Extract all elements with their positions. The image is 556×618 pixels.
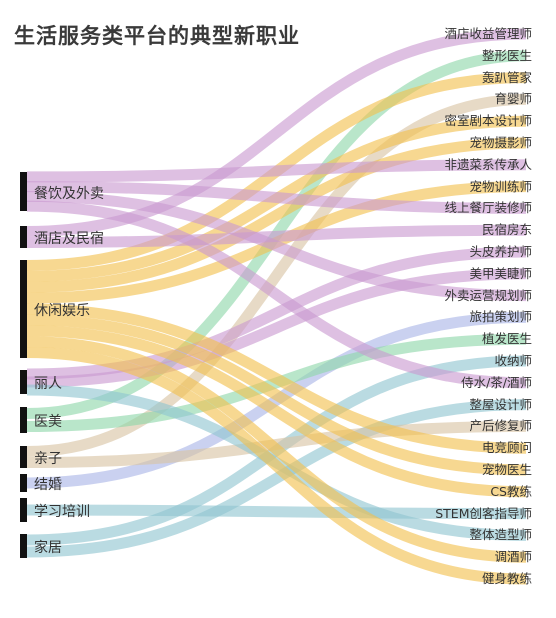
flow-link bbox=[26, 93, 527, 457]
occupation-label: 线上餐厅装修师 bbox=[444, 200, 532, 216]
category-label-jiudian: 酒店及民宿 bbox=[34, 231, 104, 247]
occupation-label: 整体造型师 bbox=[469, 527, 532, 543]
occupation-label: 育婴师 bbox=[494, 91, 532, 107]
flow-link bbox=[26, 200, 527, 389]
occupation-label: 宠物摄影师 bbox=[469, 135, 532, 150]
diagram-title: 生活服务类平台的典型新职业 bbox=[14, 24, 300, 48]
category-label-liren: 丽人 bbox=[34, 376, 62, 392]
occupation-label: STEM创客指导师 bbox=[435, 505, 532, 521]
category-label-xiuxian: 休闲娱乐 bbox=[34, 303, 90, 319]
occupation-label: 民宿房东 bbox=[481, 222, 532, 238]
flow-link bbox=[26, 314, 527, 476]
flow-link bbox=[26, 268, 527, 388]
flow-link bbox=[26, 303, 527, 454]
flow-link bbox=[26, 224, 527, 248]
flow-link bbox=[26, 336, 527, 563]
occupation-label: 健身教练 bbox=[481, 571, 532, 586]
occupation-label: 旅拍策划师 bbox=[469, 309, 532, 325]
category-label-qinzi: 亲子 bbox=[34, 451, 62, 467]
occupation-label: 外卖运营规划师 bbox=[444, 287, 532, 303]
category-label-xuexi: 学习培训 bbox=[34, 504, 90, 520]
flow-link bbox=[26, 190, 527, 302]
occupation-label: 密室剧本设计师 bbox=[444, 113, 532, 129]
category-bar-jiaju bbox=[20, 534, 27, 558]
occupation-label: 美甲美睫师 bbox=[469, 265, 532, 281]
flow-link bbox=[26, 399, 527, 558]
category-label-canyin: 餐饮及外卖 bbox=[34, 185, 104, 202]
category-bar-liren bbox=[20, 370, 27, 394]
occupation-label: CS教练 bbox=[490, 483, 532, 499]
category-bar-xiuxian bbox=[20, 260, 27, 358]
flow-link bbox=[26, 504, 527, 520]
occupation-label: 酒店收益管理师 bbox=[444, 26, 532, 41]
flow-link bbox=[26, 137, 527, 293]
category-label-jiehun: 结婚 bbox=[34, 477, 62, 493]
occupation-label: 电竞顾问 bbox=[481, 440, 532, 456]
flow-link bbox=[26, 347, 527, 585]
flow-link bbox=[26, 159, 527, 183]
occupation-label: 植发医生 bbox=[481, 331, 532, 347]
occupation-label: 头皮养护师 bbox=[469, 244, 532, 259]
occupation-label: 侍水/茶/酒师 bbox=[461, 374, 532, 390]
occupation-label: 非遗菜系传承人 bbox=[444, 156, 532, 172]
flow-link bbox=[26, 325, 527, 498]
category-bar-jiudian bbox=[20, 226, 27, 248]
occupation-label: 整屋设计师 bbox=[469, 396, 532, 412]
category-bar-jiehun bbox=[20, 474, 27, 492]
category-bar-yimei bbox=[20, 407, 27, 433]
occupation-label: 轰趴管家 bbox=[481, 69, 532, 85]
occupation-label: 宠物医生 bbox=[481, 462, 532, 477]
category-label-yimei: 医美 bbox=[34, 414, 62, 430]
occupation-label: 宠物训练师 bbox=[469, 178, 532, 194]
category-bar-qinzi bbox=[20, 446, 27, 468]
category-label-jiaju: 家居 bbox=[34, 540, 62, 556]
category-bar-xuexi bbox=[20, 498, 27, 522]
occupation-label: 收纳师 bbox=[494, 353, 532, 368]
occupation-label: 整形医生 bbox=[481, 47, 532, 63]
category-bar-canyin bbox=[20, 172, 27, 211]
occupation-label: 调酒师 bbox=[494, 549, 532, 565]
occupation-label: 产后修复师 bbox=[469, 418, 532, 434]
flow-link bbox=[26, 181, 527, 214]
